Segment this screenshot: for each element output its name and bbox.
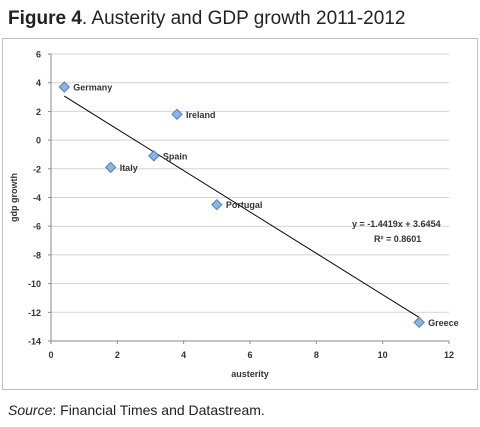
- x-tick-label: 10: [378, 350, 388, 360]
- data-label: Greece: [428, 318, 459, 328]
- y-tick-label: 6: [36, 50, 41, 60]
- data-point: [413, 316, 425, 329]
- data-point: [171, 108, 183, 120]
- y-tick-label: -6: [33, 222, 41, 232]
- source-text: : Financial Times and Datastream.: [52, 402, 265, 418]
- trendline-equation: y = -1.4419x + 3.6454: [352, 219, 441, 229]
- figure-title: Figure 4. Austerity and GDP growth 2011-…: [8, 8, 405, 30]
- x-tick-label: 4: [181, 350, 186, 360]
- data-label: Spain: [163, 151, 188, 161]
- scatter-chart: 6 4 2 0 -2 -4 -6 -8 -10 -12 -14 0 2 4 6 8 10 12 austerity g…: [9, 50, 459, 380]
- x-tick-label: 6: [247, 350, 252, 360]
- y-tick-label: 2: [36, 107, 41, 117]
- y-axis-title: gdp growth: [9, 173, 19, 222]
- y-tick-label: -10: [28, 279, 41, 289]
- x-axis-title: austerity: [231, 369, 269, 379]
- x-tick-label: 2: [115, 350, 120, 360]
- trendline-r2: R² = 0.8601: [374, 234, 421, 244]
- y-tick-label: -14: [28, 337, 41, 347]
- y-tick-label: 0: [36, 136, 41, 146]
- y-tick-label: -8: [33, 250, 41, 260]
- x-tick-label: 12: [444, 350, 454, 360]
- data-point: [148, 150, 160, 162]
- figure-label: Figure 4: [8, 8, 82, 29]
- trendline: [64, 95, 420, 318]
- y-tick-label: -12: [28, 308, 41, 318]
- x-tick-label: 8: [314, 350, 319, 360]
- y-tick-label: -2: [33, 164, 41, 174]
- data-label: Germany: [73, 83, 112, 93]
- data-point: [58, 81, 70, 93]
- data-label: Portugal: [226, 200, 263, 210]
- y-tick-label: -4: [33, 193, 41, 203]
- data-point: [104, 161, 117, 174]
- source-note: Source: Financial Times and Datastream.: [8, 402, 265, 418]
- y-tick-label: 4: [36, 78, 41, 88]
- figure-title-text: . Austerity and GDP growth 2011-2012: [81, 8, 406, 29]
- x-tick-label: 0: [48, 350, 53, 360]
- data-label: Italy: [120, 163, 138, 173]
- chart-frame: 6 4 2 0 -2 -4 -6 -8 -10 -12 -14 0 2 4 6 8 10 12 austerity g…: [2, 38, 478, 390]
- data-label: Ireland: [186, 110, 216, 120]
- data-point: [211, 198, 223, 211]
- source-label: Source: [8, 402, 53, 418]
